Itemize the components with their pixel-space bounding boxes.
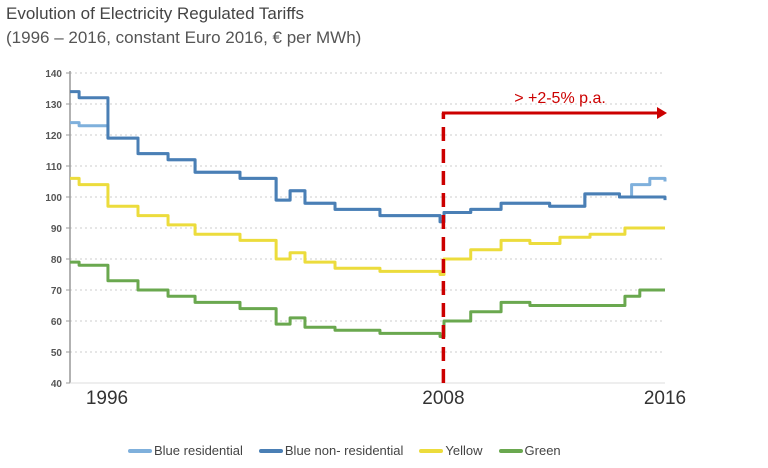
legend-item: Blue non- residential [258,443,404,458]
legend-swatch [258,448,283,453]
y-tick-label: 90 [51,224,63,235]
y-tick-label: 60 [51,317,63,328]
legend-label: Blue residential [154,443,243,458]
series-line-yellow [70,176,665,276]
x-tick-label: 1996 [86,388,128,409]
y-tick-label: 130 [45,100,62,111]
legend: Blue residential Blue non- residential Yel… [128,443,561,458]
chart-subtitle: (1996 – 2016, constant Euro 2016, € per … [6,28,362,47]
annotation-label: > +2-5% p.a. [514,90,606,107]
legend-label: Yellow [445,443,483,458]
x-tick-label: 2008 [422,388,464,409]
legend-swatch [128,448,152,453]
y-tick-label: 140 [45,69,62,80]
y-tick-label: 110 [46,162,63,173]
y-tick-label: 40 [51,379,63,390]
y-tick-label: 120 [45,131,62,142]
legend-swatch [419,448,444,453]
arrow-head-icon [657,107,667,119]
legend-swatch [498,448,523,453]
y-tick-label: 70 [51,286,63,297]
series-line-blue-non-residential [70,90,667,224]
legend-item: Green [498,443,561,458]
legend-item: Yellow [419,443,483,458]
y-tick-label: 100 [45,193,62,204]
legend-label: Blue non- residential [284,443,404,458]
chart-title: Evolution of Electricity Regulated Tarif… [6,4,304,23]
legend-label: Green [524,443,561,458]
y-tick-label: 50 [51,348,63,359]
y-tick-label: 80 [51,255,63,266]
legend-item: Blue residential [128,443,243,458]
series-line-green [70,260,665,338]
x-tick-label: 2016 [644,388,686,409]
